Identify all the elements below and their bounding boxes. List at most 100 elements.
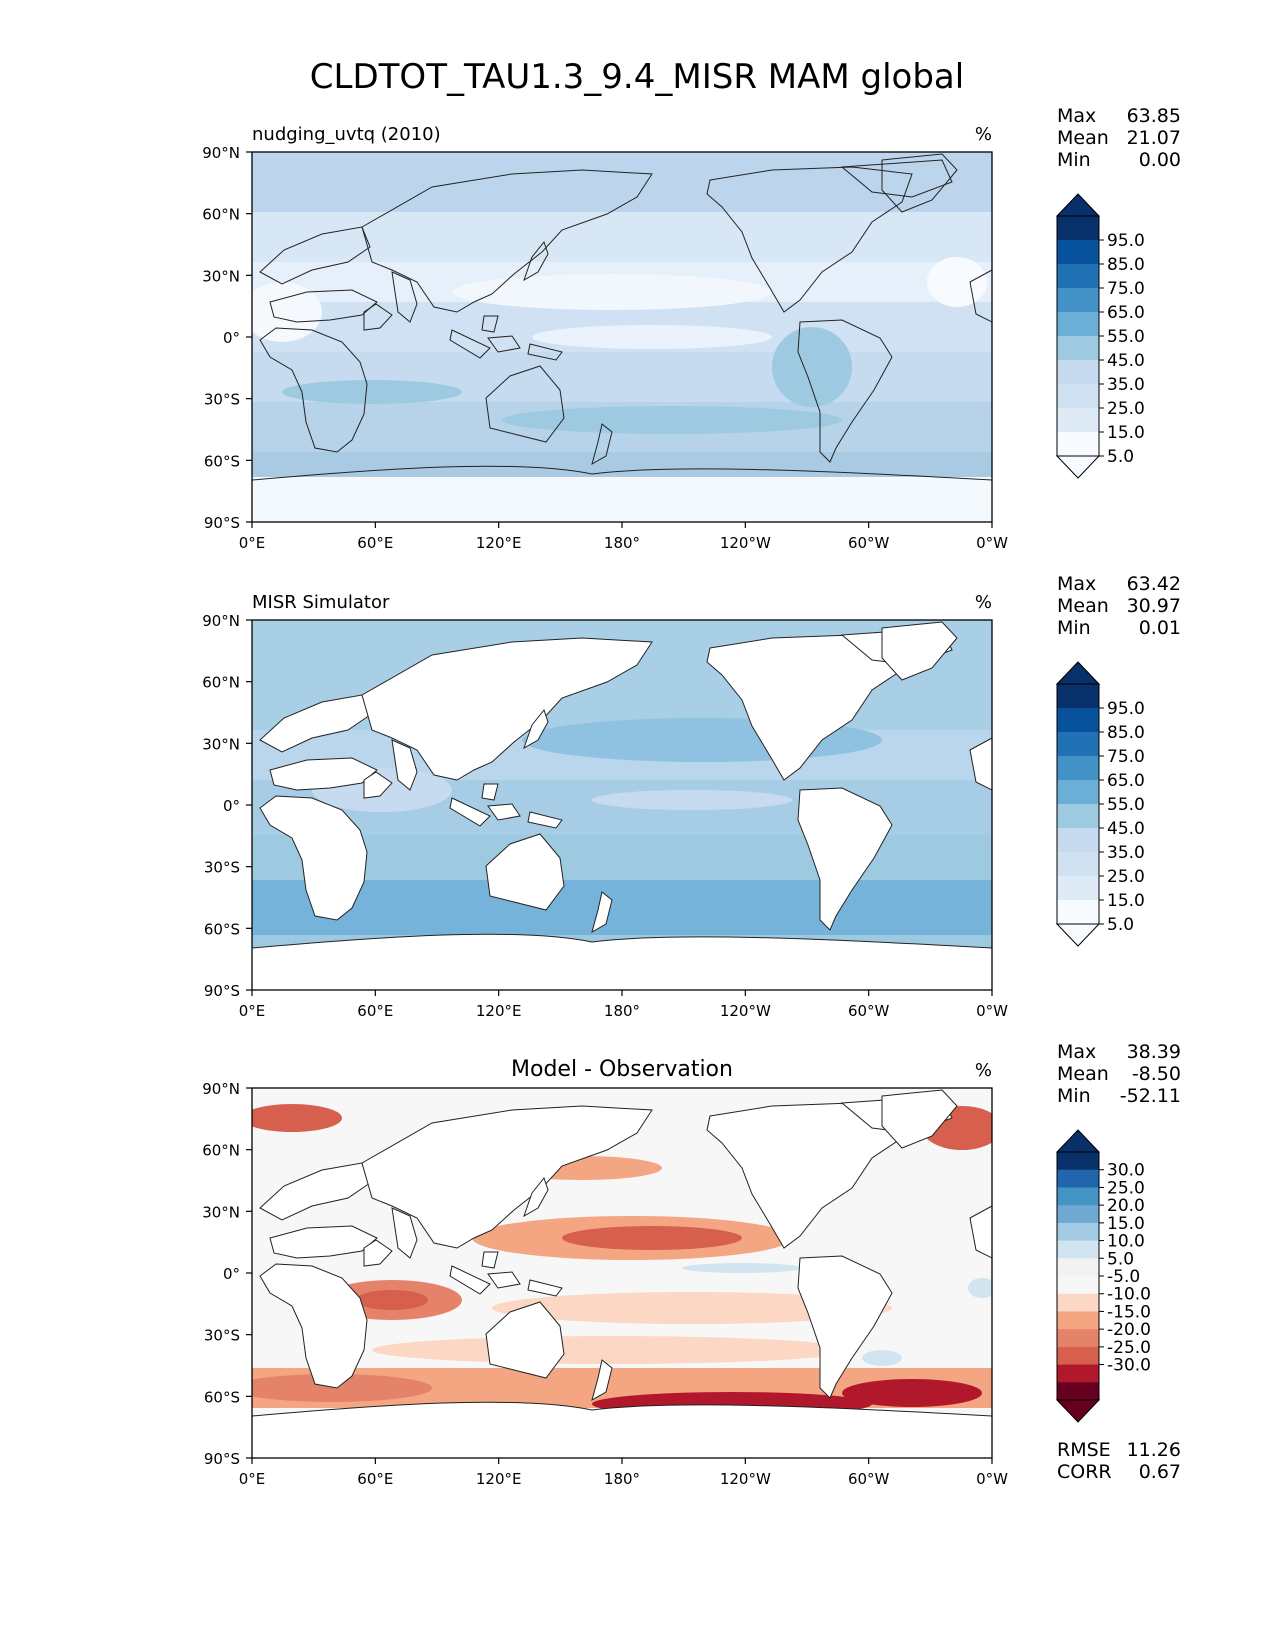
map-reference [252, 620, 992, 990]
colorbar-segment [1057, 384, 1099, 409]
x-axis: 0°E 60°E 120°E 180° 120°W 60°W 0°W [239, 522, 1008, 552]
y-tick-label: 0° [223, 329, 240, 347]
colorbar-label: -10.0 [1107, 1285, 1151, 1305]
y-tick-label: 30°N [202, 1203, 240, 1221]
colorbar-label: 45.0 [1107, 819, 1145, 839]
x-tick-label: 60°E [357, 1002, 393, 1020]
x-tick-label: 60°W [848, 1470, 890, 1488]
y-tick-label: 30°S [204, 1327, 240, 1345]
y-tick-label: 0° [223, 1265, 240, 1283]
panel-test: nudging_uvtq (2010) % 90°N 60°N 30°N 0° 30°S… [202, 124, 1008, 552]
x-axis: 0°E 60°E 120°E 180° 120°W 60°W 0°W [239, 1458, 1008, 1488]
colorbar-segment [1057, 1293, 1099, 1312]
stat-value: 38.39 [1127, 1041, 1181, 1063]
colorbar-label: 75.0 [1107, 747, 1145, 767]
colorbar-segment [1057, 1258, 1099, 1277]
colorbar-segment [1057, 1222, 1099, 1242]
colorbar-label: 15.0 [1107, 891, 1145, 911]
colorbar-segment [1057, 1240, 1099, 1259]
colorbar-extend-min [1055, 1399, 1101, 1423]
x-tick-label: 120°E [476, 1002, 522, 1020]
stat-label: Mean [1057, 127, 1109, 149]
y-tick-label: 30°N [202, 267, 240, 285]
colorbar-segment [1057, 432, 1099, 457]
y-tick-label: 90°S [204, 514, 240, 532]
colorbar-label: 85.0 [1107, 255, 1145, 275]
stat-value: 63.42 [1127, 573, 1181, 595]
colorbar-segment [1057, 1311, 1099, 1330]
x-tick-label: 120°E [476, 534, 522, 552]
y-tick-label: 60°N [202, 1142, 240, 1160]
colorbar-segment [1057, 780, 1099, 805]
colorbar-segment [1057, 1187, 1099, 1206]
side-reference: Max 63.42 Mean 30.97 Min 0.01 95.0 85.0 75.0 65.0… [1055, 573, 1181, 947]
y-tick-label: 30°S [204, 859, 240, 877]
x-tick-label: 120°W [720, 534, 771, 552]
units-label: % [975, 124, 992, 145]
colorbar-segment [1057, 240, 1099, 265]
panel-center-label: Model - Observation [511, 1057, 733, 1082]
colorbar-segment [1057, 264, 1099, 289]
y-tick-label: 60°N [202, 674, 240, 692]
stat-label: Max [1057, 105, 1096, 127]
colorbar: 95.0 85.0 75.0 65.0 55.0 45.0 35.0 25.0 15.0 5.0 [1055, 193, 1145, 479]
side-diff: Max 38.39 Mean -8.50 Min -52.11 30.025.020.015… [1055, 1041, 1181, 1483]
colorbar-label: 35.0 [1107, 843, 1145, 863]
x-tick-label: 0°E [239, 534, 266, 552]
x-tick-label: 180° [604, 534, 640, 552]
colorbar-segment [1057, 1382, 1099, 1401]
colorbar-segment [1057, 1276, 1099, 1295]
y-tick-label: 0° [223, 797, 240, 815]
colorbar-label: -20.0 [1107, 1320, 1151, 1340]
x-axis: 0°E 60°E 120°E 180° 120°W 60°W 0°W [239, 990, 1008, 1020]
colorbar-segment [1057, 756, 1099, 781]
side-test: Max 63.85 Mean 21.07 Min 0.00 95.0 85.0 75.0 65.0… [1055, 105, 1181, 479]
colorbar-label: 5.0 [1107, 1249, 1134, 1269]
colorbar-label: -25.0 [1107, 1338, 1151, 1358]
stat-value: 63.85 [1127, 105, 1181, 127]
x-tick-label: 0°W [976, 1002, 1008, 1020]
stat-label: Max [1057, 1041, 1096, 1063]
panel-diff: Model - Observation % 90°N 60°N 30°N 0° 30°S… [202, 1057, 1008, 1488]
metric-label: CORR [1057, 1461, 1112, 1483]
y-tick-label: 30°N [202, 735, 240, 753]
units-label: % [975, 1060, 992, 1081]
x-tick-label: 0°W [976, 534, 1008, 552]
colorbar-segment [1057, 360, 1099, 385]
metric-value: 0.67 [1139, 1461, 1181, 1483]
colorbar-segment [1057, 216, 1099, 241]
colorbar-extend-max [1055, 193, 1101, 217]
map-diff [252, 1088, 992, 1458]
colorbar: 95.0 85.0 75.0 65.0 55.0 45.0 35.0 25.0 15.0 5.0 [1055, 661, 1145, 947]
figure-title: CLDTOT_TAU1.3_9.4_MISR MAM global [310, 57, 964, 97]
colorbar-label: -30.0 [1107, 1356, 1151, 1376]
colorbar-segment [1057, 408, 1099, 433]
colorbar-label: 65.0 [1107, 303, 1145, 323]
colorbar-label: 55.0 [1107, 795, 1145, 815]
x-tick-label: 120°W [720, 1002, 771, 1020]
stat-value: 21.07 [1127, 127, 1181, 149]
y-tick-label: 90°S [204, 982, 240, 1000]
colorbar-segment [1057, 312, 1099, 337]
colorbar-label: 10.0 [1107, 1232, 1145, 1252]
stat-label: Mean [1057, 595, 1109, 617]
colorbar-extend-min [1055, 455, 1101, 479]
colorbar-label: -15.0 [1107, 1302, 1151, 1322]
colorbar-label: 20.0 [1107, 1196, 1145, 1216]
colorbar-label: 95.0 [1107, 231, 1145, 251]
colorbar: 30.025.020.015.010.05.0-5.0-10.0-15.0-20… [1055, 1129, 1151, 1423]
x-tick-label: 60°E [357, 1470, 393, 1488]
y-tick-label: 60°N [202, 206, 240, 224]
colorbar-label: 25.0 [1107, 399, 1145, 419]
y-tick-label: 90°N [202, 144, 240, 162]
metric-label: RMSE [1057, 1439, 1111, 1461]
stat-label: Min [1057, 617, 1091, 639]
colorbar-segment [1057, 732, 1099, 757]
colorbar-label: 45.0 [1107, 351, 1145, 371]
colorbar-segment [1057, 336, 1099, 361]
y-axis: 90°N 60°N 30°N 0° 30°S 60°S 90°S [202, 1080, 252, 1468]
x-tick-label: 60°W [848, 1002, 890, 1020]
colorbar-segment [1057, 852, 1099, 877]
colorbar-segment [1057, 1205, 1099, 1224]
